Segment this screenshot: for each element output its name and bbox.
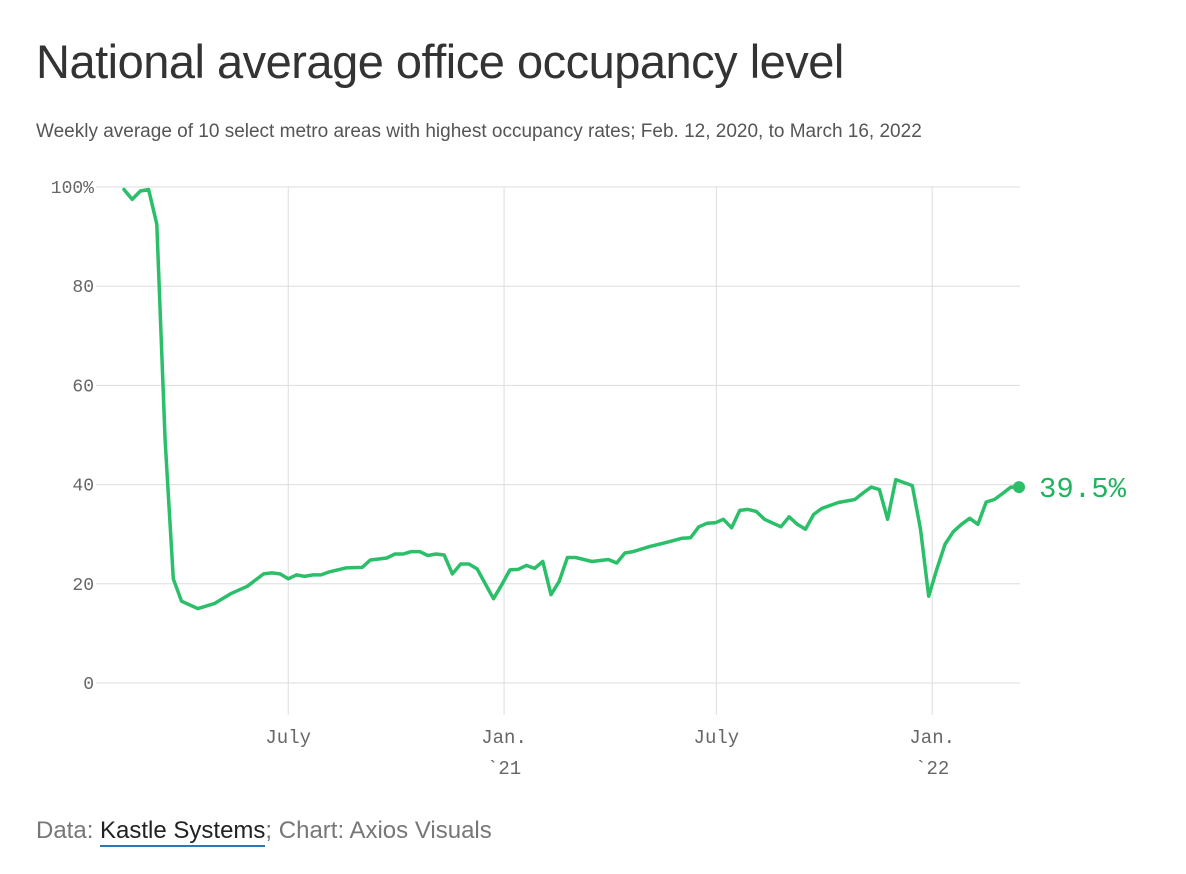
chart-title: National average office occupancy level <box>36 35 844 88</box>
footer-credit: ; Chart: Axios Visuals <box>265 817 492 844</box>
x-tick-label: July <box>265 727 311 749</box>
y-tick-label: 80 <box>72 278 94 298</box>
x-tick-label: Jan. <box>909 727 955 749</box>
kastle-systems-link[interactable]: Kastle Systems <box>100 817 266 847</box>
chart-subtitle: Weekly average of 10 select metro areas … <box>36 121 922 142</box>
end-point-marker <box>1013 481 1025 494</box>
line-chart: 100% 80 60 40 20 0 July Jan. `21 July Jan. `22 39.5% <box>51 179 1127 780</box>
y-tick-label: 20 <box>72 576 94 596</box>
chart-footer: Data: Kastle Systems; Chart: Axios Visua… <box>36 817 492 847</box>
x-tick-label: Jan. <box>481 727 527 749</box>
footer-data-prefix: Data: <box>36 817 101 844</box>
y-tick-label: 40 <box>72 477 94 497</box>
y-tick-label: 60 <box>72 377 94 397</box>
occupancy-series-line <box>122 187 1021 611</box>
end-value-label: 39.5% <box>1039 473 1127 506</box>
x-tick-label: July <box>694 727 740 749</box>
y-tick-label: 0 <box>83 675 94 695</box>
y-tick-label: 100% <box>51 179 94 199</box>
x-tick-label-year: `22 <box>915 758 949 780</box>
x-tick-label-year: `21 <box>487 758 521 780</box>
